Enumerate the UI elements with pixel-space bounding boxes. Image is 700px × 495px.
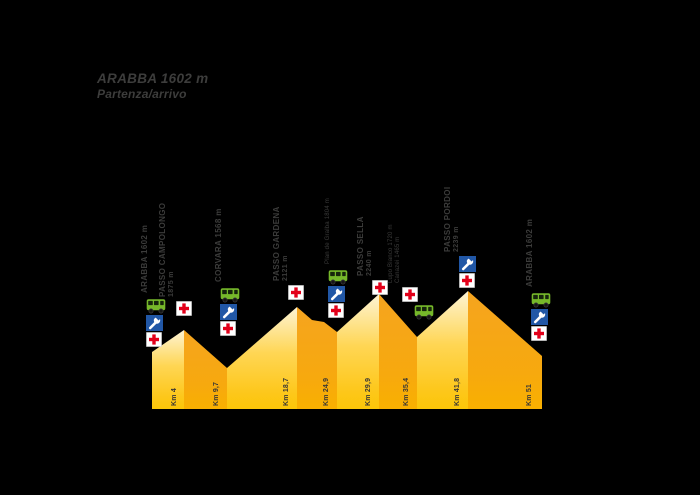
station-label-line: 2239 m xyxy=(453,226,460,252)
bus-icon xyxy=(531,291,551,308)
station-label-line: PASSO CAMPOLONGO xyxy=(158,202,167,297)
wrench-icon xyxy=(459,255,476,272)
first-aid-icon xyxy=(288,285,304,300)
first-aid-icon xyxy=(402,287,418,302)
first-aid-icon xyxy=(176,301,192,316)
title-block: ARABBA 1602 m Partenza/arrivo xyxy=(97,71,208,102)
station-label-passo-campolongo: PASSO CAMPOLONGO 1875 m xyxy=(158,203,176,297)
service-icons-plan-de-gralba xyxy=(328,268,348,318)
station-label-line: 2121 m xyxy=(282,255,289,281)
station-label-line: Plan de Gralba 1804 m xyxy=(325,198,331,264)
descent-campolongo xyxy=(184,330,227,409)
km-tick: Km 24,9 xyxy=(323,377,330,406)
km-tick: Km 41,8 xyxy=(454,377,461,406)
station-label-line: PASSO SELLA xyxy=(356,216,365,276)
service-icons-corvara xyxy=(220,286,240,336)
title-subtitle: Partenza/arrivo xyxy=(97,87,187,101)
bus-icon xyxy=(328,268,348,285)
service-icons-passo-campolongo xyxy=(176,301,192,316)
station-label-lupo-bianco-canazei: Lupo Bianco 1720 m Canazei 1465 m xyxy=(388,224,402,283)
wrench-icon xyxy=(146,314,163,331)
descent-pordoi xyxy=(468,291,542,409)
station-label-line: PASSO PORDOI xyxy=(443,186,452,252)
descent-gardena xyxy=(297,307,337,409)
service-icons-arabba-start xyxy=(146,297,166,347)
wrench-icon xyxy=(220,303,237,320)
ascent-sella xyxy=(337,294,379,409)
first-aid-icon xyxy=(531,326,547,341)
title-start-finish: ARABBA 1602 m xyxy=(97,71,209,86)
station-label-arabba-start: ARABBA 1602 m xyxy=(140,225,149,293)
km-tick: Km 9,7 xyxy=(213,381,220,406)
bus-icon xyxy=(220,286,240,303)
first-aid-icon xyxy=(372,280,388,295)
service-icons-passo-pordoi xyxy=(459,255,476,288)
wrench-icon xyxy=(531,308,548,325)
service-icons-passo-sella xyxy=(372,280,388,295)
wrench-icon xyxy=(328,285,345,302)
station-label-passo-gardena: PASSO GARDENA 2121 m xyxy=(272,206,290,281)
station-label-arabba-finish: ARABBA 1602 m xyxy=(525,219,534,287)
service-icons-lupo-bianco-canazei xyxy=(402,287,434,320)
first-aid-icon xyxy=(220,321,236,336)
station-label-passo-pordoi: PASSO PORDOI 2239 m xyxy=(443,187,461,252)
service-icons-passo-gardena xyxy=(288,285,304,300)
ascent-pordoi xyxy=(417,291,468,409)
ascent-campolongo xyxy=(152,330,184,409)
bus-icon xyxy=(414,303,434,320)
km-tick: Km 51 xyxy=(526,383,533,406)
km-tick: Km 18,7 xyxy=(283,377,290,406)
first-aid-icon xyxy=(459,273,475,288)
first-aid-icon xyxy=(328,303,344,318)
km-tick: Km 4 xyxy=(171,388,178,406)
km-tick: Km 29,9 xyxy=(365,377,372,406)
station-label-line: 1875 m xyxy=(168,271,175,297)
service-icons-arabba-finish xyxy=(531,291,551,341)
km-tick: Km 35,4 xyxy=(403,377,410,406)
bus-icon xyxy=(146,297,166,314)
station-label-line: CORVARA 1568 m xyxy=(214,208,223,282)
station-label-line: ARABBA 1602 m xyxy=(525,218,534,287)
station-label-line: 2240 m xyxy=(366,250,373,276)
station-label-line: ARABBA 1602 m xyxy=(140,224,149,293)
station-label-passo-sella: PASSO SELLA 2240 m xyxy=(356,216,374,276)
ascent-gardena xyxy=(227,307,297,409)
station-label-plan-de-gralba: Plan de Gralba 1804 m xyxy=(325,198,332,264)
station-label-corvara: CORVARA 1568 m xyxy=(214,208,223,282)
first-aid-icon xyxy=(146,332,162,347)
station-label-line: Canazei 1465 m xyxy=(395,236,401,284)
station-label-line: Lupo Bianco 1720 m xyxy=(388,224,394,283)
descent-sella xyxy=(379,294,417,409)
station-label-line: PASSO GARDENA xyxy=(272,206,281,281)
